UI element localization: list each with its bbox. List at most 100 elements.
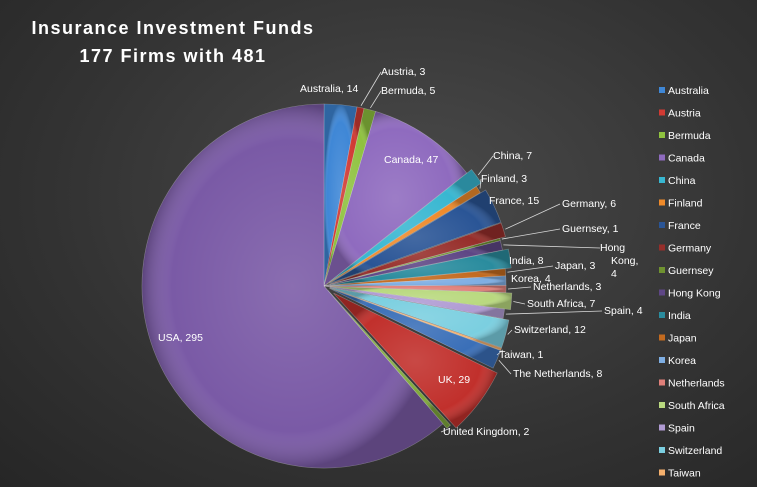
- data-label-china: China, 7: [493, 150, 532, 162]
- pie-slice-shade-japan: [324, 268, 506, 286]
- data-label-korea: Korea, 4: [511, 273, 551, 285]
- legend-entry-hong-kong: Hong Kong: [668, 288, 721, 300]
- leader-line-taiwan: [496, 349, 504, 356]
- chart-title: Insurance Investment Funds 177 Firms wit…: [31, 18, 314, 66]
- legend-entry-austria: Austria: [668, 108, 701, 120]
- leader-line-china: [477, 155, 494, 176]
- data-label-switzerland: Switzerland, 12: [514, 324, 586, 336]
- pie-slice-shade-taiwan: [329, 288, 502, 351]
- legend-entry-taiwan: Taiwan: [668, 468, 701, 480]
- pie-slice-shade-uk: [333, 293, 498, 428]
- legend-swatch-finland: [659, 199, 665, 206]
- legend-swatch-china: [659, 177, 665, 183]
- leader-line-netherlands: [507, 286, 532, 290]
- legend-swatch-south-africa: [659, 402, 665, 408]
- pie-slice-shade-united-kingdom: [327, 290, 451, 429]
- pie-slice-shade-australia: [324, 104, 358, 286]
- chart-title-line-2: 177 Firms with 481: [79, 46, 266, 66]
- legend-swatch-germany: [659, 244, 665, 251]
- pie-slice-shade-switzerland: [329, 287, 509, 348]
- leader-line-united-kingdom: [440, 427, 451, 433]
- data-label-germany: Germany, 6: [562, 198, 616, 210]
- pie-slice-shade-south-africa: [329, 286, 512, 310]
- legend-entry-guernsey: Guernsey: [668, 265, 714, 277]
- legend-entry-japan: Japan: [668, 333, 697, 345]
- legend-swatch-japan: [659, 334, 665, 341]
- legend-swatch-france: [659, 222, 665, 228]
- legend-entry-switzerland: Switzerland: [668, 445, 722, 457]
- legend-entry-korea: Korea: [668, 355, 696, 367]
- pie-slice-shade-canada: [324, 111, 467, 286]
- legend-entry-finland: Finland: [668, 198, 703, 210]
- leader-line-austria: [360, 71, 382, 106]
- pie-slice-shade-bermuda: [324, 108, 376, 286]
- chart-title-line-1: Insurance Investment Funds: [31, 18, 314, 38]
- pie-slice-shade-spain: [324, 286, 505, 319]
- data-label-the-netherlands: The Netherlands, 8: [513, 368, 602, 380]
- legend-swatch-australia: [659, 87, 665, 93]
- pie-slice-shade-india: [329, 249, 512, 286]
- legend-swatch-canada: [659, 154, 665, 161]
- legend-entry-australia: Australia: [668, 85, 709, 97]
- data-label-usa: USA, 295: [158, 332, 203, 344]
- legend-entry-spain: Spain: [668, 423, 695, 435]
- legend-swatch-korea: [659, 357, 665, 363]
- legend-swatch-switzerland: [659, 447, 665, 453]
- legend-swatch-india: [659, 312, 665, 318]
- pie-slice-shade-germany: [329, 223, 506, 285]
- pie-slice-shade-the-netherlands: [329, 288, 501, 369]
- data-label-taiwan: Taiwan, 1: [499, 349, 544, 361]
- leader-lines: [360, 71, 603, 433]
- legend-swatch-bermuda: [659, 132, 665, 138]
- data-label-japan: Japan, 3: [555, 260, 595, 272]
- leader-line-spain: [505, 310, 603, 315]
- legend-entry-france: France: [668, 220, 701, 232]
- data-labels: Australia, 14 Austria, 3 Bermuda, 5 Canada,…: [158, 66, 643, 438]
- legend-entry-netherlands: Netherlands: [668, 378, 725, 390]
- legend-swatch-austria: [659, 109, 665, 116]
- pie-slice-shade-france: [329, 190, 501, 284]
- legend-entry-china: China: [668, 175, 696, 187]
- leader-line-switzerland: [507, 329, 513, 335]
- data-label-canada: Canada, 47: [384, 154, 438, 166]
- leader-line-south-africa: [513, 301, 526, 305]
- data-label-bermuda: Bermuda, 5: [381, 85, 435, 97]
- pie-slice-shade-finland: [324, 186, 481, 286]
- pie-slice-shade-hong-kong: [324, 240, 503, 286]
- legend-swatch-hong-kong: [659, 289, 665, 296]
- data-label-hong-kong: Hong Kong, 4: [600, 242, 638, 280]
- leader-line-guernsey: [501, 228, 561, 240]
- data-label-india: India, 8: [509, 255, 544, 267]
- legend-entry-canada: Canada: [668, 153, 705, 165]
- legend-entry-south-africa: South Africa: [668, 400, 725, 412]
- legend-entry-india: India: [668, 310, 691, 322]
- leader-line-germany: [505, 203, 561, 230]
- data-label-uk: UK, 29: [438, 374, 470, 386]
- data-label-spain: Spain, 4: [604, 305, 643, 317]
- legend-entry-germany: Germany: [668, 243, 712, 255]
- legend: Australia Austria Bermuda Canada China Finlan…: [659, 85, 725, 480]
- leader-line-finland: [479, 178, 482, 189]
- pie-slice-shade-guernsey: [324, 238, 501, 286]
- legend-swatch-guernsey: [659, 267, 665, 273]
- legend-swatch-spain: [659, 424, 665, 431]
- data-label-austria: Austria, 3: [381, 66, 426, 78]
- data-label-south-africa: South Africa, 7: [527, 298, 595, 310]
- pie-slices: [141, 103, 513, 469]
- data-label-united-kingdom: United Kingdom, 2: [443, 426, 530, 438]
- data-label-netherlands: Netherlands, 3: [533, 281, 601, 293]
- legend-swatch-netherlands: [659, 379, 665, 386]
- legend-swatch-taiwan: [659, 469, 665, 476]
- pie-slice-shade-netherlands: [324, 285, 506, 293]
- pie-slice-shade-austria: [324, 107, 365, 287]
- data-label-australia: Australia, 14: [300, 83, 359, 95]
- leader-line-the-netherlands: [498, 360, 512, 375]
- pie-slice-shade-korea: [324, 275, 506, 286]
- leader-line-japan: [507, 265, 554, 273]
- data-label-guernsey: Guernsey, 1: [562, 223, 619, 235]
- data-label-france: France, 15: [489, 195, 539, 207]
- pie-slice-shade-china: [328, 169, 482, 283]
- pie-slice-shade-usa: [142, 104, 443, 468]
- leader-line-bermuda: [370, 90, 382, 109]
